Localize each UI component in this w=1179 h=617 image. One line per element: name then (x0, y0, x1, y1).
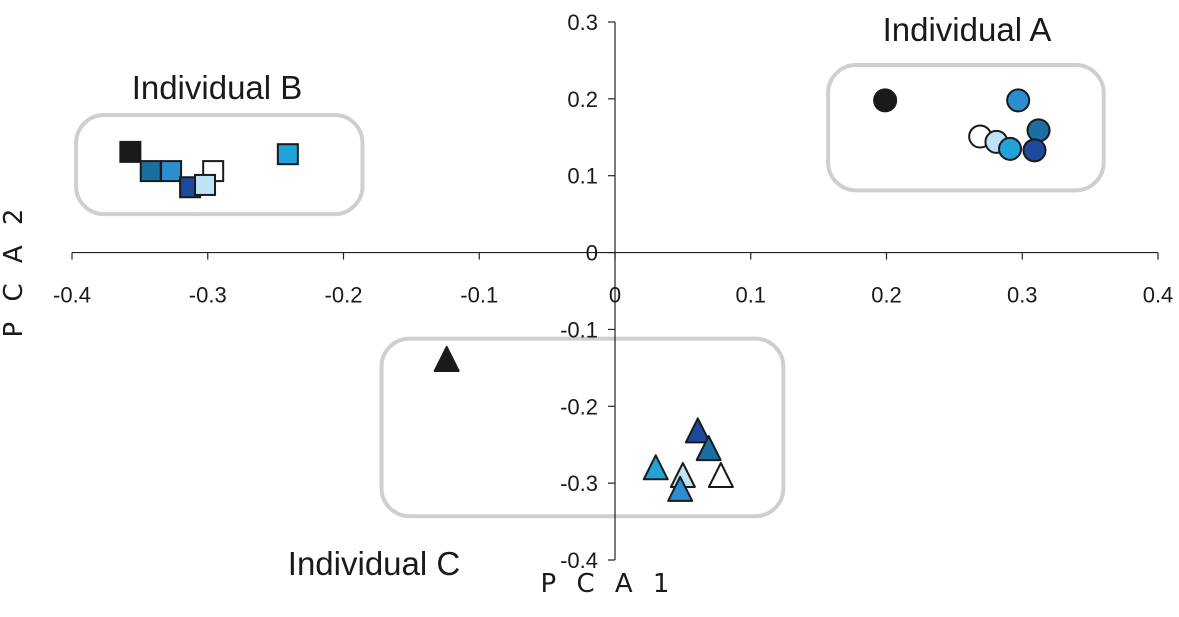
y-tick-label: 0.3 (567, 10, 598, 35)
y-tick-label: 0.1 (567, 164, 598, 189)
data-point-triangle (684, 417, 711, 444)
data-points (119, 88, 1051, 502)
y-tick-label: -0.2 (560, 394, 598, 419)
data-point-circle (1022, 138, 1047, 163)
group-label: Individual B (132, 69, 303, 106)
data-point-square (119, 140, 142, 163)
x-tick-label: 0.2 (871, 283, 902, 308)
group-box (379, 336, 786, 519)
group-labels: Individual A Individual B Individual C (132, 11, 1052, 582)
data-point-circle (873, 88, 898, 113)
data-point-triangle (667, 475, 694, 502)
y-axis-ticks: -0.4 -0.3 -0.2 -0.1 0 0.1 0.2 0.3 (560, 10, 615, 573)
data-point-triangle (433, 345, 460, 372)
y-tick-label: -0.4 (560, 548, 598, 573)
y-tick-label: 0 (586, 241, 598, 266)
x-tick-label: -0.2 (325, 283, 363, 308)
x-tick-label: 0 (609, 283, 621, 308)
data-point-circle (998, 136, 1023, 161)
y-tick-label: -0.1 (560, 317, 598, 342)
y-tick-label: 0.2 (567, 87, 598, 112)
axes: -0.4 -0.3 -0.2 -0.1 0 0.1 0.2 0.3 0.4 -0.4-0.3-0… (53, 10, 1173, 573)
group-label: Individual C (288, 545, 460, 582)
group-box (74, 112, 365, 217)
x-tick-label: 0.3 (1007, 283, 1038, 308)
group-boxes (74, 63, 1106, 519)
x-axis-title: P C A 1 (541, 569, 676, 599)
data-point-square (276, 143, 299, 166)
x-tick-label: 0.4 (1143, 283, 1174, 308)
x-tick-label: -0.4 (53, 283, 91, 308)
data-point-triangle (695, 435, 722, 462)
x-tick-label: -0.3 (189, 283, 227, 308)
x-tick-label: 0.1 (735, 283, 766, 308)
x-tick-label: -0.1 (460, 283, 498, 308)
data-point-square (139, 160, 162, 183)
data-point-square (160, 160, 183, 183)
x-axis-ticks: -0.4 -0.3 -0.2 -0.1 0 0.1 0.2 0.3 0.4 (53, 252, 1174, 308)
data-point-triangle (642, 454, 669, 481)
data-point-circle (1026, 118, 1051, 143)
y-axis-title: P C A 2 (0, 203, 29, 338)
data-point-triangle (707, 461, 734, 488)
group-label: Individual A (883, 11, 1052, 48)
group-box (826, 63, 1106, 193)
data-point-square (194, 173, 217, 196)
y-tick-label: -0.3 (560, 471, 598, 496)
data-point-circle (1006, 88, 1031, 113)
